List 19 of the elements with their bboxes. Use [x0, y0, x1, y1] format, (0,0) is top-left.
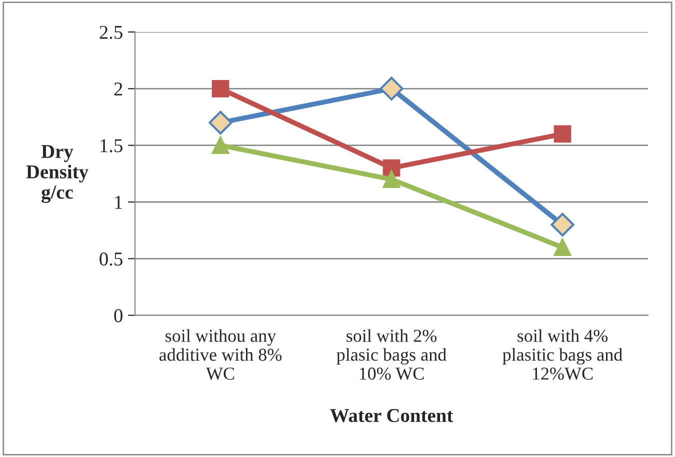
- point: [380, 76, 404, 101]
- y-tick-label: 1.5: [100, 139, 122, 152]
- point: [554, 238, 572, 256]
- point: [554, 125, 572, 143]
- y-tick-label: 1: [115, 196, 122, 209]
- x-axis-title: Water Content: [330, 409, 454, 422]
- y-axis-title: Dry Density g/cc: [26, 145, 88, 203]
- y-tick-label: 0.5: [100, 252, 122, 266]
- point: [382, 170, 400, 188]
- x-tick-label: soil with 2% plasic bags and 10% WC: [336, 329, 446, 380]
- y-tick-label: 2.5: [100, 26, 122, 40]
- point: [208, 110, 232, 135]
- point: [212, 80, 230, 98]
- y-tick-label: 2: [114, 82, 122, 96]
- point: [550, 212, 574, 237]
- x-tick-label: soil with 4% plasitic bags and 12%WC: [502, 329, 622, 380]
- x-tick-label: soil withou any additive with 8% WC: [159, 329, 282, 380]
- y-tick-label: 0: [114, 309, 122, 322]
- point: [212, 136, 230, 154]
